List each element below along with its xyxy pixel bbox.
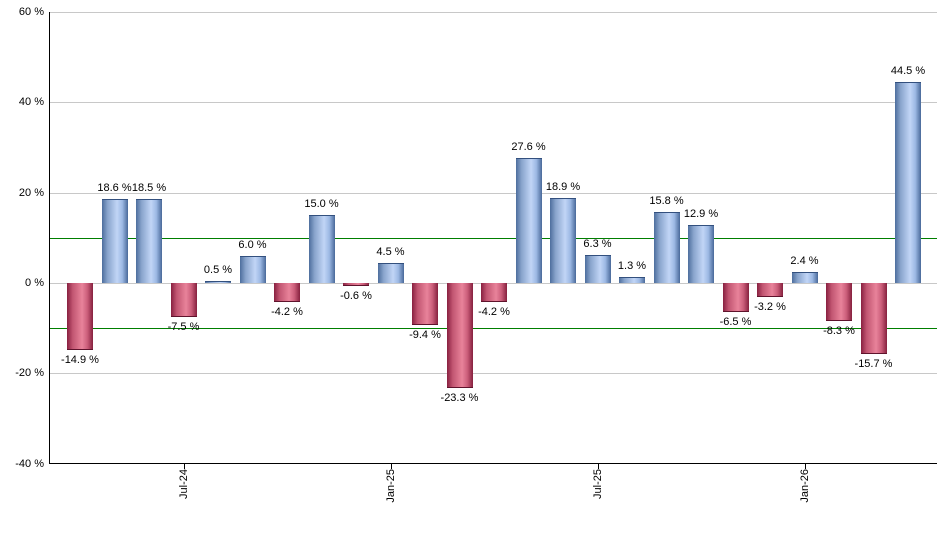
bar-value-label: 0.5 %: [203, 264, 233, 276]
bar-value-label: -4.2 %: [271, 306, 303, 318]
bar: [757, 283, 783, 297]
bar: [205, 281, 231, 283]
gridline-20pct: [49, 192, 937, 194]
bar: [101, 199, 128, 283]
bar: [343, 283, 369, 286]
bar: [170, 283, 197, 317]
bar: [722, 283, 749, 312]
y-tick-label: -40 %: [15, 457, 44, 470]
bar-value-label: 6.0 %: [238, 239, 267, 251]
bar-value-label: 18.6 %: [97, 182, 132, 194]
x-tick-label: Jul-24: [177, 469, 190, 499]
bar-value-label: -7.5 %: [167, 321, 200, 333]
gridline--20pct: [49, 373, 937, 375]
y-tick-label: 20 %: [18, 186, 44, 199]
x-tick: [183, 464, 185, 469]
bar-value-label: 15.8 %: [649, 195, 684, 207]
y-tick-label: 60 %: [18, 5, 44, 18]
bar-value-label: 18.9 %: [545, 181, 581, 193]
bar-value-label: -4.2 %: [478, 306, 510, 318]
bar-value-label: -3.2 %: [754, 301, 786, 313]
y-tick-label: 40 %: [18, 96, 44, 109]
reference-line-10pct: [49, 237, 937, 239]
gridline-40pct: [49, 102, 937, 104]
bar-value-label: 6.3 %: [583, 238, 612, 250]
bar: [67, 283, 93, 350]
bar-value-label: -6.5 %: [719, 316, 752, 328]
bar-value-label: 27.6 %: [511, 141, 546, 153]
bar-value-label: -23.3 %: [440, 392, 479, 404]
bar: [688, 225, 714, 283]
gridline-60pct: [49, 11, 937, 13]
bar: [584, 255, 611, 283]
y-axis-line: [49, 12, 50, 464]
reference-line--10pct: [49, 328, 937, 330]
bar: [791, 272, 818, 283]
bar: [481, 283, 507, 302]
bar: [653, 212, 680, 283]
x-tick: [804, 464, 806, 469]
bar: [515, 158, 542, 283]
bar-value-label: 1.3 %: [617, 260, 647, 272]
bar: [550, 198, 576, 283]
x-tick-label: Jul-25: [591, 469, 604, 499]
y-tick-label: 0 %: [25, 277, 44, 289]
bar-value-label: 12.9 %: [683, 208, 719, 220]
bar: [308, 215, 335, 283]
bar-value-label: -9.4 %: [409, 329, 441, 341]
bar: [619, 277, 645, 283]
bar: [377, 263, 404, 283]
bar: [895, 82, 921, 283]
bar: [860, 283, 887, 354]
bar-value-label: -15.7 %: [854, 358, 893, 370]
bar-value-label: 2.4 %: [790, 255, 819, 267]
x-axis-line: [49, 463, 937, 464]
bar: [136, 199, 162, 283]
bar-value-label: -14.9 %: [61, 354, 99, 366]
bar-value-label: 18.5 %: [131, 182, 167, 194]
x-tick: [597, 464, 599, 469]
bar: [412, 283, 438, 325]
bar-value-label: -0.6 %: [340, 290, 372, 302]
x-tick-label: Jan-26: [798, 469, 811, 503]
x-tick: [390, 464, 392, 469]
bar-value-label: 4.5 %: [376, 246, 405, 258]
bar-value-label: 15.0 %: [304, 198, 339, 210]
bar: [826, 283, 852, 321]
x-tick-label: Jan-25: [384, 469, 397, 503]
bar-value-label: 44.5 %: [890, 65, 926, 77]
bar: [446, 283, 473, 388]
bar-value-label: -8.3 %: [823, 325, 855, 337]
y-tick-label: -20 %: [15, 367, 44, 380]
bar: [239, 256, 266, 283]
bar: [274, 283, 300, 302]
